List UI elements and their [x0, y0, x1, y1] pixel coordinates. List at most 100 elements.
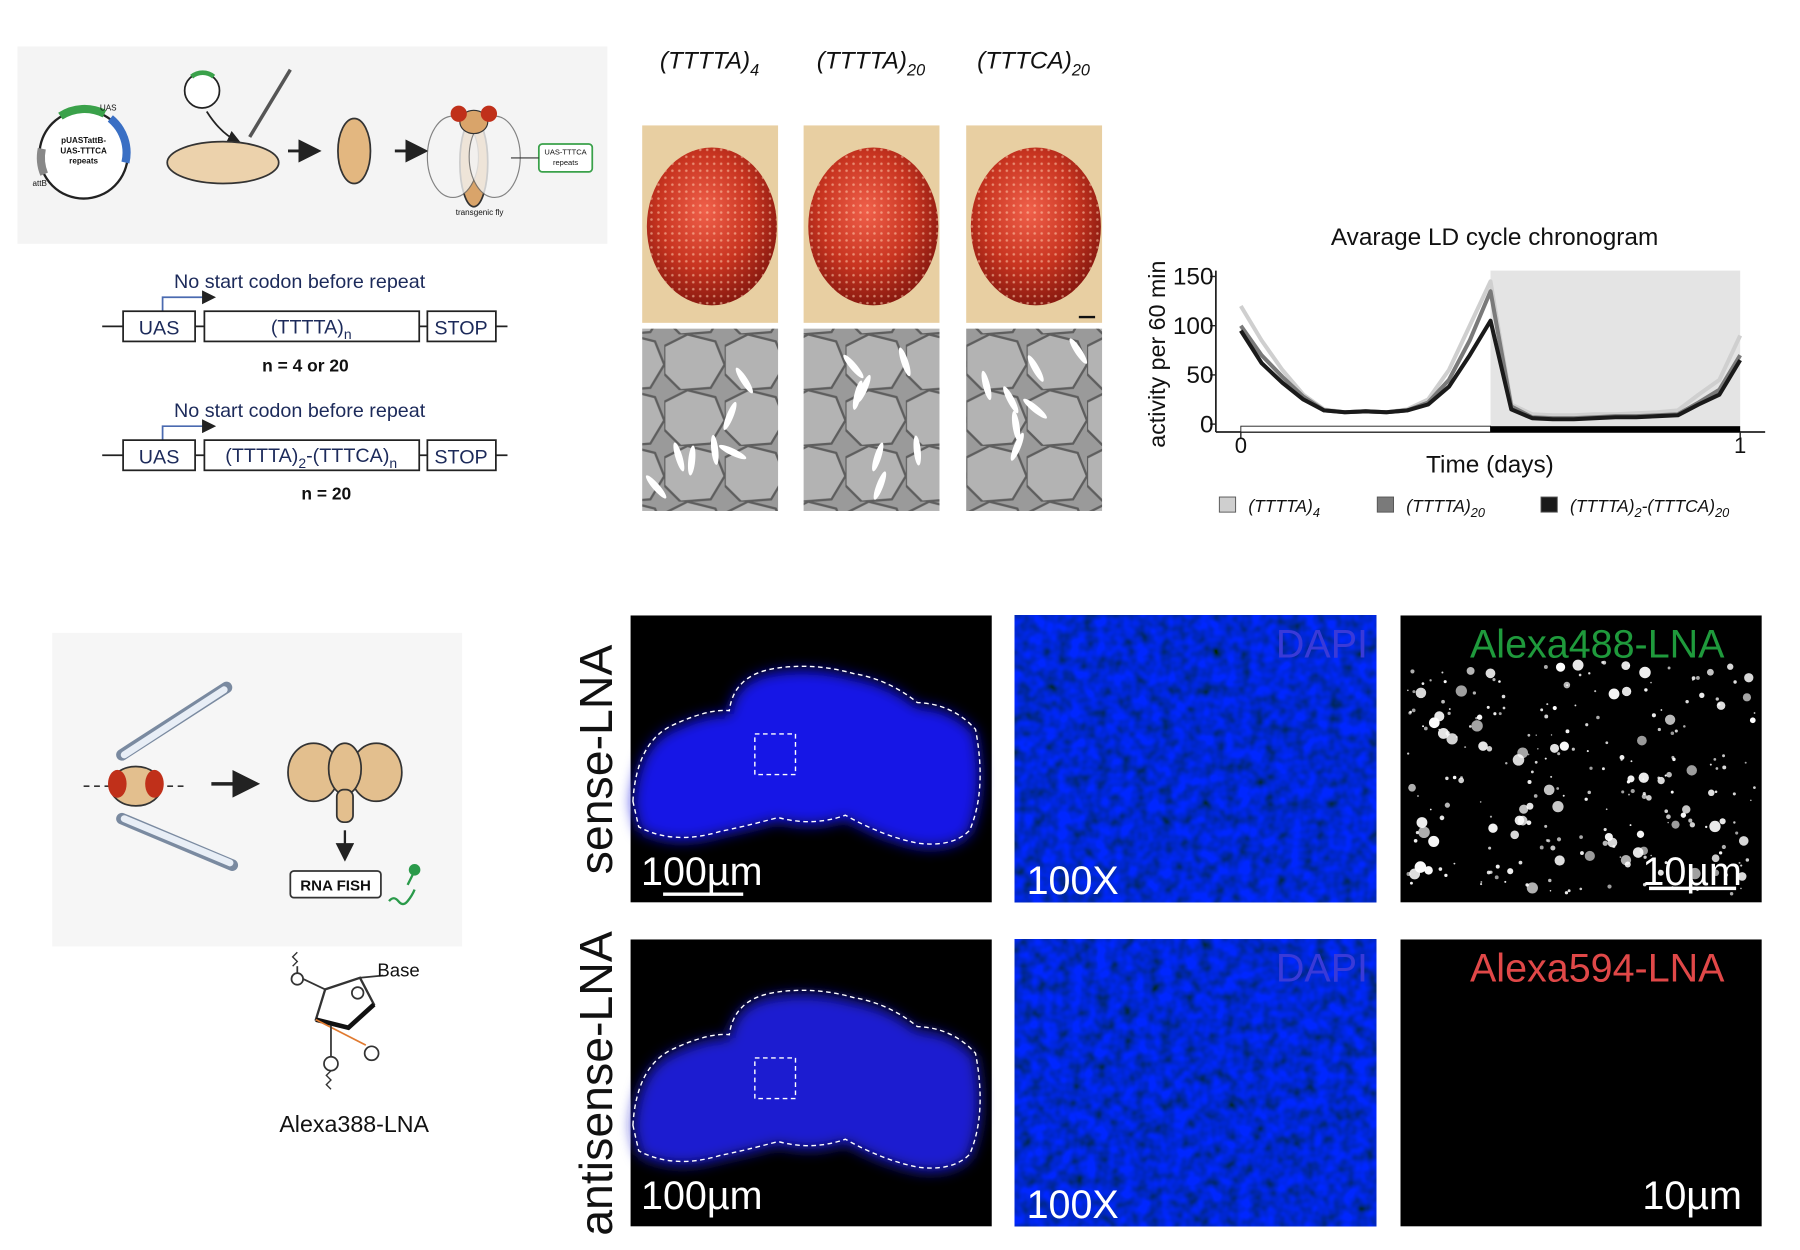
signal-dot	[1447, 711, 1451, 716]
promoter-label: UAS	[139, 446, 180, 468]
signal-dot	[1619, 856, 1622, 858]
signal-dot	[1438, 728, 1441, 731]
signal-dot	[1428, 835, 1440, 847]
signal-dot	[1455, 735, 1458, 738]
legend-label: (TTTTA)2-(TTTCA)20	[1570, 496, 1729, 520]
signal-dot	[1407, 752, 1410, 755]
stop-label: STOP	[434, 317, 487, 339]
signal-dot	[1630, 760, 1633, 763]
signal-dot	[1443, 680, 1447, 684]
signal-dot	[1444, 802, 1451, 808]
brain-signal	[632, 669, 981, 848]
signal-dot	[1584, 797, 1588, 801]
signal-dot	[1664, 774, 1667, 777]
signal-dot	[1441, 699, 1445, 704]
bristle	[673, 442, 685, 472]
signal-dot	[1552, 800, 1564, 813]
signal-dot	[1533, 794, 1538, 798]
signal-dot	[1630, 789, 1635, 794]
signal-dot	[1546, 703, 1549, 706]
signal-dot	[1653, 875, 1656, 878]
signal-dot	[1555, 662, 1566, 672]
n-label: n = 4 or 20	[262, 356, 349, 376]
signal-dot	[1579, 835, 1583, 839]
signal-dot	[1666, 814, 1671, 820]
legend-label: (TTTTA)20	[1406, 496, 1485, 520]
signal-dot	[1636, 830, 1645, 838]
legend-base: (TTTTA)	[1406, 496, 1470, 516]
repeat-label: (TTTTA)2-(TTTCA)n	[225, 445, 397, 471]
scale-label: 10µm	[1642, 850, 1742, 894]
signal-dot	[1549, 890, 1552, 892]
probe-name: Alexa388-LNA	[279, 1111, 429, 1137]
signal-dot	[1501, 694, 1506, 699]
signal-dot	[1540, 708, 1544, 712]
signal-dot	[1526, 802, 1534, 810]
signal-dot	[1552, 705, 1557, 711]
signal-dot	[1685, 699, 1689, 704]
signal-dot	[1409, 868, 1421, 880]
signal-dot	[1554, 855, 1565, 866]
eye-texture	[970, 147, 1101, 306]
signal-dot	[1650, 681, 1652, 684]
signal-dot	[1705, 825, 1708, 829]
signal-dot	[1621, 790, 1625, 794]
signal-dot	[1567, 889, 1571, 893]
signal-dot	[1683, 725, 1686, 728]
signal-dot	[1409, 881, 1413, 885]
signal-dot	[1480, 883, 1483, 886]
signal-dot	[1584, 850, 1595, 862]
signal-dot	[1478, 741, 1488, 751]
stain-label: DAPI	[1276, 622, 1368, 666]
signal-dot	[1749, 717, 1756, 724]
promoter-label: UAS	[139, 317, 180, 339]
signal-dot	[1708, 789, 1715, 797]
signal-dot	[1412, 690, 1416, 694]
repeat-base: (TTTTA)	[271, 316, 344, 338]
signal-dot	[1586, 750, 1589, 753]
signal-dot	[1641, 793, 1647, 799]
signal-dot	[1417, 795, 1419, 798]
stain-label: DAPI	[1276, 946, 1368, 990]
y-axis-label: activity per 60 min	[1144, 261, 1170, 448]
zoom-box	[754, 733, 797, 776]
signal-dot	[1544, 757, 1547, 760]
signal-dot	[1750, 799, 1752, 802]
genotype-label: (TTTTA)4	[660, 48, 759, 80]
signal-dot	[1534, 760, 1538, 764]
signal-dot	[1709, 820, 1721, 833]
signal-dot	[1589, 766, 1593, 770]
legend-base: (TTTTA)	[1248, 496, 1312, 516]
signal-dot	[1527, 753, 1530, 756]
signal-dot	[1666, 771, 1672, 778]
signal-dot	[1738, 836, 1749, 846]
signal-dot	[1471, 720, 1483, 732]
brain-outline	[632, 989, 981, 1169]
signal-dot	[1744, 673, 1754, 683]
stop-label: STOP	[434, 446, 487, 468]
signal-dot	[1455, 685, 1467, 697]
bristle	[710, 434, 719, 465]
construct: No start codon before repeat UAS (TTTTA)…	[102, 400, 508, 503]
signal-dot	[1753, 786, 1756, 790]
signal-dot	[1545, 838, 1549, 842]
signal-dot	[1413, 838, 1418, 843]
signal-dot	[1711, 854, 1720, 863]
fish-step: RNA FISH	[300, 878, 371, 895]
signal-dot	[1485, 668, 1496, 679]
bristle	[1023, 398, 1047, 419]
signal-dot	[1607, 884, 1612, 889]
signal-dot	[1579, 887, 1583, 891]
legend-base: -(TTTCA)	[1642, 496, 1715, 516]
eye-texture	[808, 147, 939, 306]
signal-dot	[1735, 831, 1739, 835]
signal-dot	[1429, 679, 1432, 682]
dark-bar	[1490, 426, 1741, 432]
signal-dot	[1550, 775, 1553, 778]
signal-dot	[1415, 687, 1427, 699]
signal-dot	[1488, 846, 1492, 850]
signal-dot	[1605, 741, 1609, 745]
signal-dot	[1744, 761, 1747, 764]
signal-dot	[1416, 817, 1428, 828]
